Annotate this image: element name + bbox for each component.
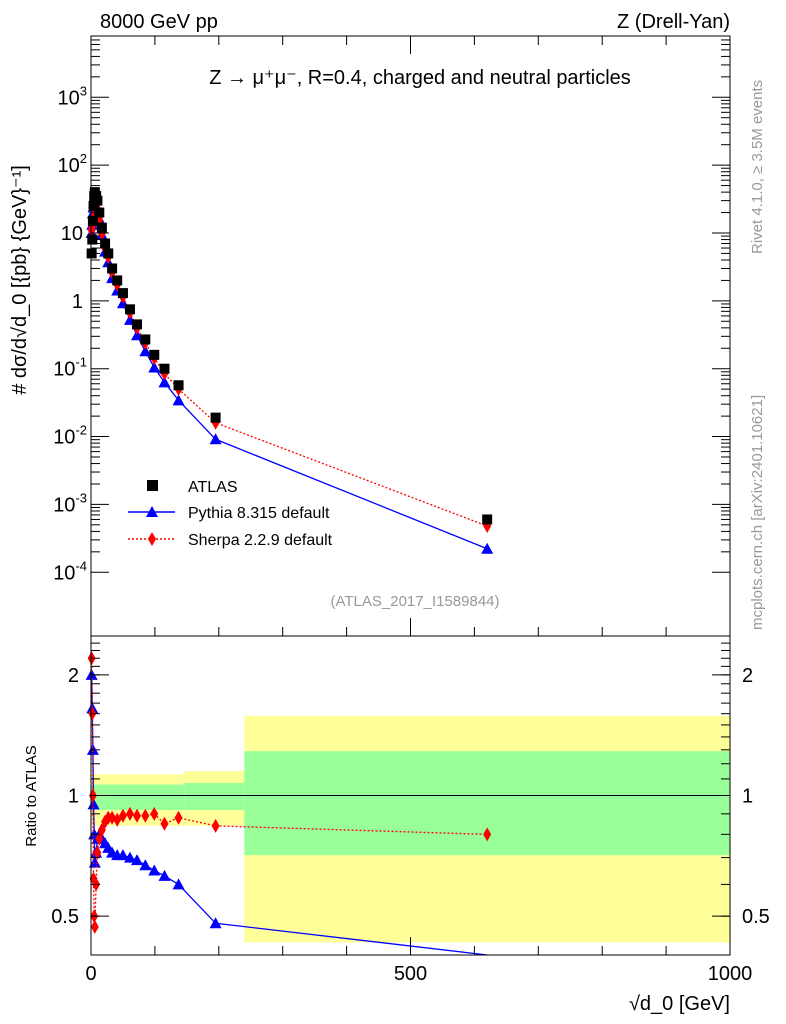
chart-title: Z → μ⁺μ⁻, R=0.4, charged and neutral par… [209, 67, 631, 89]
atlas-point [87, 216, 98, 227]
atlas-point [124, 304, 135, 315]
y-tick-label: 10-3 [53, 490, 87, 516]
mcplots-label: mcplots.cern.ch [arXiv:2401.10621] [749, 395, 766, 630]
x-tick-label: 500 [394, 963, 427, 985]
legend-atlas-marker [147, 480, 158, 491]
pythia-ratio-point [172, 878, 185, 890]
pythia-ratio-point [148, 864, 161, 876]
header-left: 8000 GeV pp [100, 11, 218, 33]
ratio-y-axis-label: Ratio to ATLAS [23, 745, 40, 846]
atlas-point [107, 263, 118, 274]
y-tick-label: 10-4 [53, 558, 87, 584]
sherpa-ratio-point [90, 919, 99, 934]
pythia-ratio-point [158, 869, 171, 881]
atlas-point [482, 514, 493, 525]
sherpa-ratio-point [141, 808, 150, 823]
pythia-point [172, 394, 185, 406]
y-tick-label: 102 [58, 151, 87, 177]
atlas-point [117, 288, 128, 299]
ratio-tick-label-right: 0.5 [742, 906, 770, 928]
atlas-point [88, 200, 99, 211]
atlas-point [149, 349, 160, 360]
sherpa-ratio-point [150, 806, 159, 821]
y-tick-label: 10-2 [53, 423, 87, 449]
legend-pythia-marker [146, 506, 158, 517]
pythia-point [139, 345, 152, 357]
pythia-point [131, 329, 144, 341]
legend: ATLAS Pythia 8.315 default Sherpa 2.2.9 … [128, 479, 333, 549]
pythia-point [209, 433, 222, 445]
pythia-ratio-point [116, 849, 129, 861]
ratio-tick-label: 0.5 [51, 906, 79, 928]
y-tick-label: 10 [61, 223, 83, 245]
ratio-tick-label-right: 2 [742, 665, 753, 687]
pythia-ratio-point [131, 854, 144, 866]
pythia-ratio-point [123, 851, 136, 863]
atlas-point [112, 275, 123, 286]
pythia-point [148, 361, 161, 373]
legend-sherpa: Sherpa 2.2.9 default [188, 532, 333, 549]
sherpa-ratio-point [93, 845, 102, 860]
pythia-point [481, 542, 494, 554]
ratio-band-stat [184, 782, 245, 811]
atlas-point [132, 319, 143, 330]
x-tick-label: 1000 [708, 963, 753, 985]
sherpa-ratio-point [133, 808, 142, 823]
sherpa-ratio-point [125, 806, 134, 821]
sherpa-ratio-point [160, 816, 169, 831]
x-tick-label: 0 [85, 963, 96, 985]
header-right: Z (Drell-Yan) [617, 11, 730, 33]
atlas-point [140, 334, 151, 345]
y-tick-label: 103 [58, 83, 87, 109]
legend-sherpa-marker [148, 532, 156, 546]
legend-atlas: ATLAS [188, 479, 238, 496]
pythia-ratio-point [88, 856, 101, 868]
ratio-tick-label-right: 1 [742, 786, 753, 808]
ratio-band-stat [91, 784, 185, 811]
sherpa-ratio-point [118, 808, 127, 823]
sherpa-ratio-point [113, 812, 122, 827]
atlas-point [103, 248, 114, 259]
sherpa-ratio-point [211, 818, 220, 833]
y-tick-label: 1 [72, 291, 83, 313]
x-axis-label: √d_0 [GeV] [629, 993, 730, 1015]
ratio-tick-label: 1 [68, 786, 79, 808]
pythia-ratio-point [209, 917, 222, 929]
pythia-ratio-point [139, 859, 152, 871]
ratio-tick-label: 2 [68, 665, 79, 687]
y-tick-label: 10-1 [53, 355, 87, 381]
sherpa-ratio-point [483, 827, 492, 842]
atlas-point [173, 380, 184, 391]
atlas-point [210, 412, 221, 423]
atlas-point [96, 222, 107, 233]
analysis-label: (ATLAS_2017_I1589844) [330, 593, 499, 610]
rivet-label: Rivet 4.1.0, ≥ 3.5M events [749, 80, 766, 254]
y-axis-label: # dσ/d√d_0 [{pb} {GeV}⁻¹] [9, 165, 31, 395]
atlas-point [100, 238, 111, 249]
main-frame [90, 35, 731, 637]
atlas-point [159, 363, 170, 374]
pythia-line [90, 200, 488, 550]
legend-pythia: Pythia 8.315 default [188, 505, 330, 522]
sherpa-ratio-point [174, 810, 183, 825]
pythia-point [158, 376, 171, 388]
